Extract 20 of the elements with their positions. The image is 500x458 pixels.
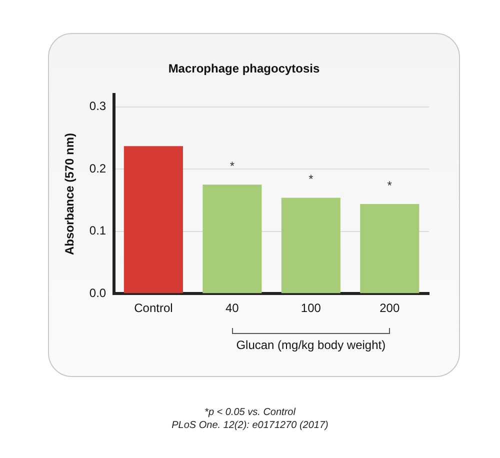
bar — [124, 146, 183, 294]
y-tick-label: 0.1 — [89, 224, 106, 238]
annotation: * — [230, 158, 235, 173]
text: PLoS One. 12(2): e0171270 (2017) — [170, 419, 330, 432]
x-tick-label: 200 — [380, 301, 400, 316]
annotation: * — [387, 178, 392, 192]
x-axis-title: Glucan (mg/kg body weight) — [235, 338, 387, 352]
chart-title: Macrophage phagocytosis — [168, 62, 320, 76]
y-axis-title: Absorbance (570 nm) — [62, 132, 77, 256]
annotation: * — [308, 172, 314, 186]
x-tick-label: 100 — [300, 301, 322, 316]
text: *p < 0.05 vs. Control — [204, 406, 297, 419]
x-tick-label: Control — [134, 301, 173, 316]
y-tick-label: 0.2 — [89, 161, 106, 176]
bar — [202, 184, 262, 294]
bar — [360, 204, 420, 294]
bar — [281, 198, 340, 294]
y-tick-label: 0.0 — [89, 286, 106, 300]
y-tick-label: 0.3 — [89, 99, 106, 114]
x-tick-label: 40 — [225, 301, 240, 316]
